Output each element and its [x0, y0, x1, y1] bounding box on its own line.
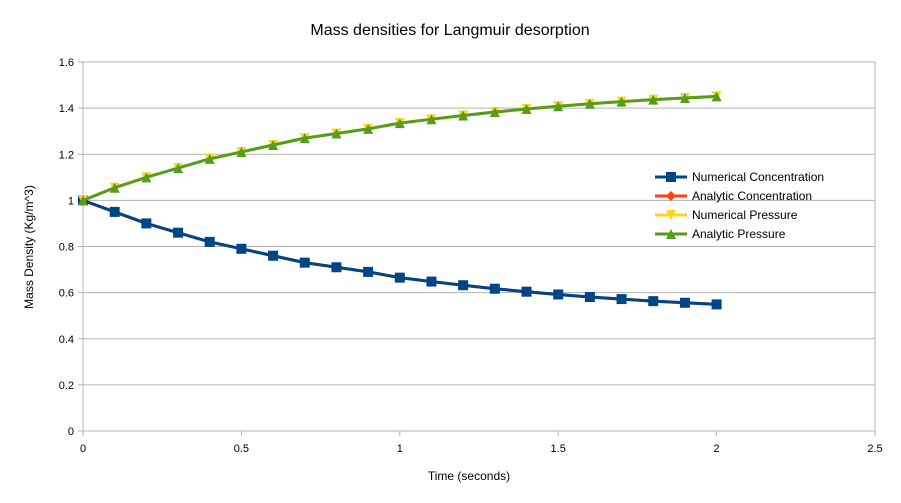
data-point	[268, 140, 279, 151]
legend-item: Numerical Pressure	[655, 208, 798, 222]
data-point	[521, 104, 532, 115]
legend-label: Analytic Concentration	[692, 189, 812, 203]
legend-label: Analytic Pressure	[692, 227, 786, 241]
data-point	[204, 236, 215, 247]
series-line	[82, 94, 717, 202]
data-point	[141, 172, 152, 183]
data-point	[458, 280, 469, 291]
data-point	[204, 153, 215, 164]
data-point	[236, 243, 247, 254]
data-point	[553, 289, 564, 300]
series-analytic-pressure	[78, 91, 722, 206]
series-numerical-concentration	[78, 195, 722, 310]
data-point	[173, 227, 184, 238]
data-point	[679, 92, 690, 103]
data-point	[711, 91, 722, 102]
data-point	[489, 107, 500, 118]
legend-marker	[666, 191, 676, 201]
data-point	[584, 292, 595, 303]
data-point	[363, 266, 374, 277]
legend-marker	[666, 172, 676, 182]
chart-title: Mass densities for Langmuir desorption	[310, 22, 589, 39]
data-point	[648, 296, 659, 307]
x-axis-label: Time (seconds)	[428, 469, 510, 483]
data-point	[489, 283, 500, 294]
y-tick-label: 0.8	[59, 242, 74, 254]
y-tick-label: 0	[68, 426, 74, 438]
data-point	[679, 297, 690, 308]
data-point	[173, 163, 184, 174]
data-point	[299, 257, 310, 268]
legend-marker	[666, 229, 676, 239]
data-point	[616, 96, 627, 107]
data-point	[521, 286, 532, 297]
y-axis-ticks: 0 0.2 0.4 0.6 0.8 1 1.2 1.4 1.6	[59, 57, 83, 438]
legend-item: Analytic Pressure	[655, 227, 786, 241]
y-tick-label: 0.4	[59, 334, 74, 346]
y-tick-label: 1	[68, 195, 74, 207]
data-point	[331, 128, 342, 139]
data-point	[426, 276, 437, 287]
y-tick-label: 1.4	[59, 103, 74, 115]
data-point	[363, 123, 374, 134]
legend: Numerical Concentration Analytic Concentr…	[655, 170, 824, 241]
y-tick-label: 1.6	[59, 57, 74, 69]
x-tick-label: 0.5	[234, 443, 249, 455]
y-tick-label: 0.6	[59, 288, 74, 300]
legend-item: Analytic Concentration	[655, 189, 812, 203]
grid-lines	[83, 61, 875, 432]
legend-marker	[666, 210, 676, 220]
data-point	[299, 133, 310, 144]
data-point	[394, 118, 405, 129]
x-tick-label: 0	[80, 443, 86, 455]
data-point	[711, 299, 722, 310]
x-axis-ticks: 0 0.5 1 1.5 2 2.5	[80, 431, 883, 455]
x-tick-label: 2.5	[867, 443, 882, 455]
legend-label: Numerical Pressure	[692, 208, 798, 222]
data-point	[458, 110, 469, 121]
data-point	[584, 98, 595, 109]
series-group	[78, 91, 722, 310]
legend-item: Numerical Concentration	[655, 170, 824, 184]
data-point	[109, 182, 120, 193]
data-point	[236, 146, 247, 157]
data-point	[78, 195, 88, 206]
x-tick-label: 1	[397, 443, 403, 455]
x-tick-label: 1.5	[551, 443, 566, 455]
y-axis-label: Mass Density (Kg/m^3)	[22, 185, 36, 309]
data-point	[268, 250, 279, 261]
series-line	[82, 94, 717, 202]
data-point	[616, 294, 627, 305]
x-tick-label: 2	[714, 443, 720, 455]
data-point	[141, 218, 152, 229]
data-point	[426, 114, 437, 125]
data-point	[553, 101, 564, 112]
data-point	[109, 206, 120, 217]
y-tick-label: 1.2	[59, 149, 74, 161]
series-line	[82, 198, 717, 306]
y-tick-label: 0.2	[59, 380, 74, 392]
data-point	[648, 94, 659, 105]
series-line	[82, 198, 717, 306]
data-point	[394, 272, 405, 283]
legend-label: Numerical Concentration	[692, 170, 824, 184]
data-point	[331, 262, 342, 273]
